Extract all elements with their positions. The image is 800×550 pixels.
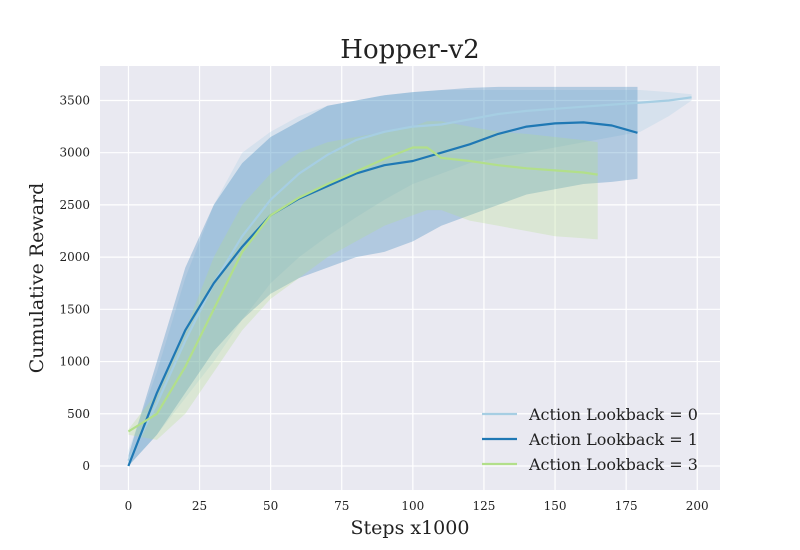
y-tick-label: 3500 [59, 93, 90, 107]
y-tick-label: 0 [82, 459, 90, 473]
legend: Action Lookback = 0 Action Lookback = 1 Ac… [482, 405, 698, 474]
y-tick-label: 1000 [59, 355, 90, 369]
legend-label: Action Lookback = 0 [528, 405, 698, 424]
y-tick-label: 500 [67, 407, 90, 421]
x-tick-label: 200 [686, 499, 709, 513]
x-tick-label: 100 [401, 499, 424, 513]
y-tick-label: 1500 [59, 302, 90, 316]
confidence-bands [128, 86, 692, 467]
confidence-band-series-0 [128, 90, 692, 466]
y-tick-label: 3000 [59, 146, 90, 160]
y-tick-label: 2000 [59, 250, 90, 264]
confidence-band-series-2 [128, 121, 598, 440]
series-lines [127, 96, 692, 467]
confidence-band-series-1 [128, 86, 638, 467]
series-line-1 [127, 121, 638, 467]
legend-label: Action Lookback = 1 [528, 430, 698, 449]
x-tick-label: 50 [263, 499, 278, 513]
x-tick-label: 75 [334, 499, 349, 513]
x-tick-label: 0 [125, 499, 133, 513]
x-tick-label: 175 [615, 499, 638, 513]
x-tick-label: 25 [192, 499, 207, 513]
plot-area [100, 66, 720, 490]
y-axis-label: Cumulative Reward [26, 183, 48, 374]
y-tick-label: 2500 [59, 198, 90, 212]
series-line-2 [127, 146, 598, 433]
x-axis-ticks: 0 25 50 75 100 125 150 175 200 [125, 499, 709, 513]
grid [100, 66, 720, 490]
legend-label: Action Lookback = 3 [528, 455, 698, 474]
x-axis-label: Steps x1000 [351, 517, 470, 539]
chart-title: Hopper-v2 [340, 35, 479, 65]
x-tick-label: 150 [544, 499, 567, 513]
y-axis-ticks: 0 500 1000 1500 2000 2500 3000 3500 [59, 93, 90, 473]
x-tick-label: 125 [472, 499, 495, 513]
series-line-0 [127, 96, 692, 462]
